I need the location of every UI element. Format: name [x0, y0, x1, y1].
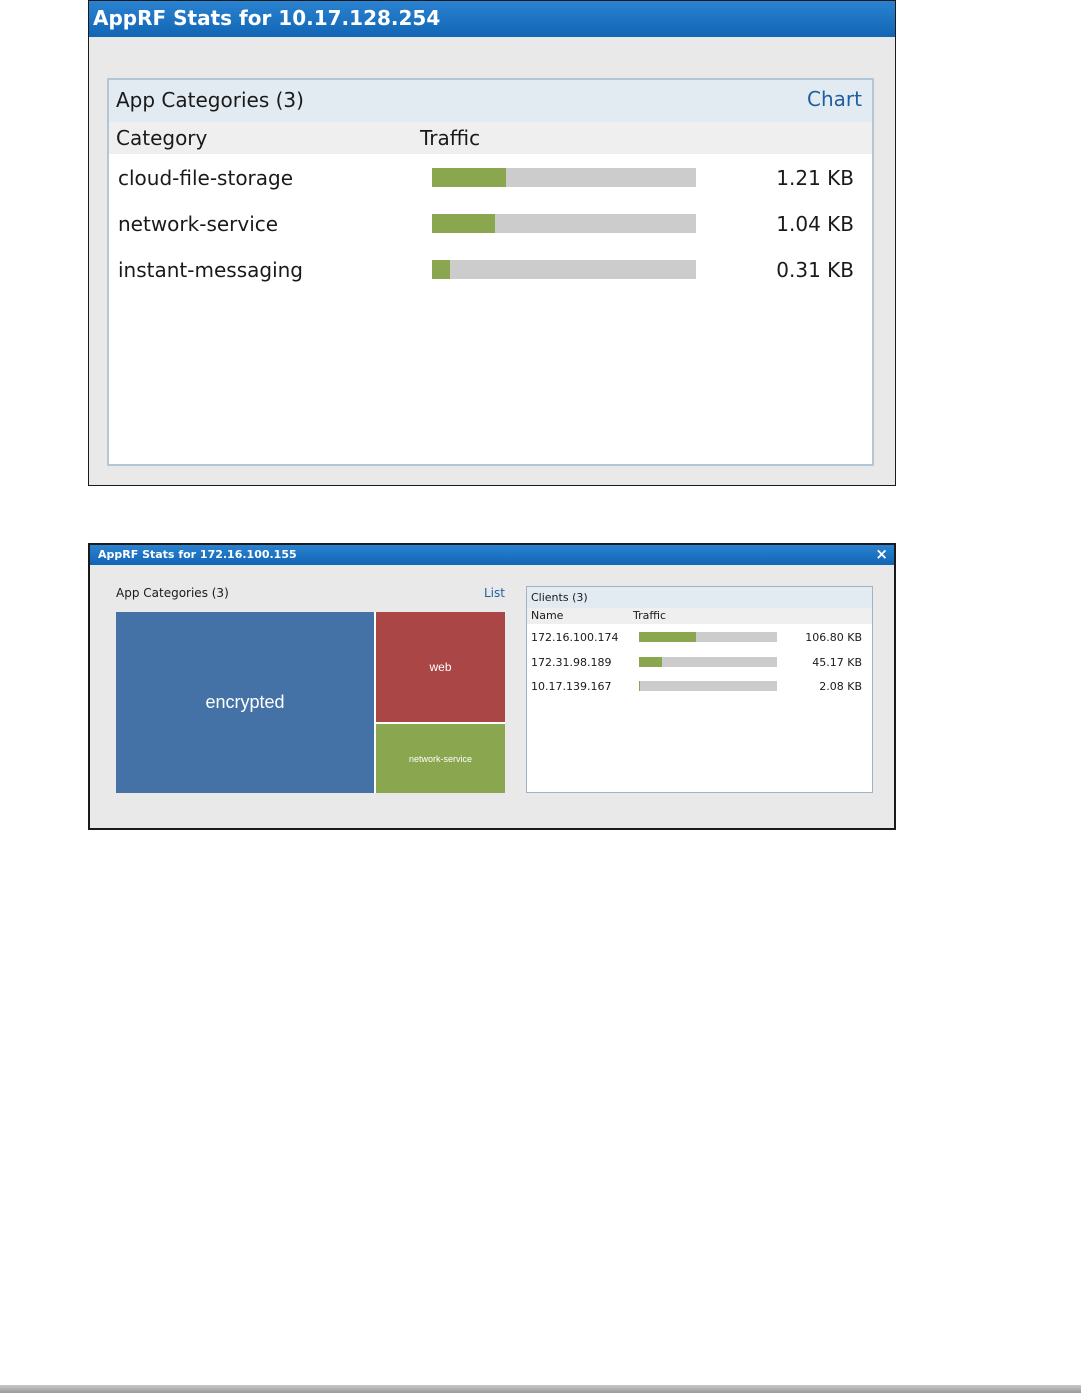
clients-panel: Clients (3) Name Traffic 172.16.100.174 1… [526, 586, 873, 793]
category-name: instant-messaging [118, 258, 303, 282]
traffic-value: 0.31 KB [776, 258, 854, 282]
traffic-value: 106.80 KB [805, 631, 862, 644]
window-titlebar: AppRF Stats for 172.16.100.155 × [90, 545, 894, 565]
treemap-tile-network-service[interactable]: network-service [376, 724, 505, 793]
close-icon[interactable]: × [875, 545, 888, 563]
client-name: 10.17.139.167 [531, 680, 612, 693]
traffic-bar-fill [639, 681, 641, 691]
category-name: network-service [118, 212, 279, 236]
client-name: 172.31.98.189 [531, 655, 612, 669]
treemap-tile-web[interactable]: web [376, 612, 505, 722]
window-titlebar: AppRF Stats for 10.17.128.254 [89, 1, 895, 37]
traffic-bar [432, 260, 696, 279]
traffic-bar-fill [432, 260, 451, 279]
panel-title: App Categories (3) [116, 88, 304, 112]
traffic-value: 1.04 KB [776, 212, 854, 236]
category-row[interactable]: network-service 1.04 KB [109, 204, 872, 244]
client-row[interactable]: 10.17.139.167 2.08 KB [527, 677, 872, 697]
column-header-row: Name Traffic [527, 608, 872, 624]
traffic-bar [639, 632, 777, 642]
traffic-bar-fill [432, 214, 496, 233]
client-name: 172.16.100.174 [531, 631, 619, 644]
apprf-window-chart: AppRF Stats for 172.16.100.155 × App Cat… [88, 543, 896, 830]
panel-header: Clients (3) [527, 587, 872, 608]
treemap-tile-label: network-service [408, 753, 473, 764]
treemap-tile-label: web [429, 660, 452, 674]
category-name: cloud-file-storage [118, 166, 294, 190]
client-row[interactable]: 172.16.100.174 106.80 KB [527, 628, 872, 648]
traffic-bar [639, 681, 777, 691]
column-header-traffic[interactable]: Traffic [633, 609, 667, 622]
chart-view-link[interactable]: Chart [807, 87, 862, 111]
column-header-row: Category Traffic [109, 122, 872, 154]
traffic-bar-fill [639, 632, 696, 642]
column-header-traffic[interactable]: Traffic [420, 126, 481, 150]
column-header-category[interactable]: Category [116, 126, 208, 150]
traffic-value: 1.21 KB [776, 166, 854, 190]
traffic-bar [639, 656, 777, 667]
traffic-value: 45.17 KB [812, 655, 862, 669]
column-header-name[interactable]: Name [531, 609, 564, 622]
clients-title: Clients (3) [531, 591, 588, 604]
list-view-link[interactable]: List [484, 586, 505, 600]
traffic-value: 2.08 KB [819, 680, 862, 693]
client-row[interactable]: 172.31.98.189 45.17 KB [527, 653, 872, 673]
window-title: AppRF Stats for 10.17.128.254 [93, 6, 441, 30]
treemap-tile-label: encrypted [205, 692, 285, 712]
categories-title: App Categories (3) [116, 586, 229, 600]
app-categories-panel: App Categories (3) Chart Category Traffi… [107, 78, 874, 466]
category-row[interactable]: cloud-file-storage 1.21 KB [109, 158, 872, 198]
traffic-bar [432, 214, 696, 233]
traffic-bar [432, 168, 696, 187]
treemap-tile-encrypted[interactable]: encrypted [116, 612, 374, 793]
traffic-bar-fill [639, 656, 663, 667]
window-title: AppRF Stats for 172.16.100.155 [98, 548, 297, 561]
category-row[interactable]: instant-messaging 0.31 KB [109, 250, 872, 290]
apprf-window-list: AppRF Stats for 10.17.128.254 App Catego… [88, 0, 896, 486]
panel-header: App Categories (3) Chart [109, 80, 872, 122]
page-bottom-rule [0, 1385, 1081, 1393]
category-treemap: encrypted web network-service [116, 612, 505, 793]
traffic-bar-fill [432, 168, 506, 187]
